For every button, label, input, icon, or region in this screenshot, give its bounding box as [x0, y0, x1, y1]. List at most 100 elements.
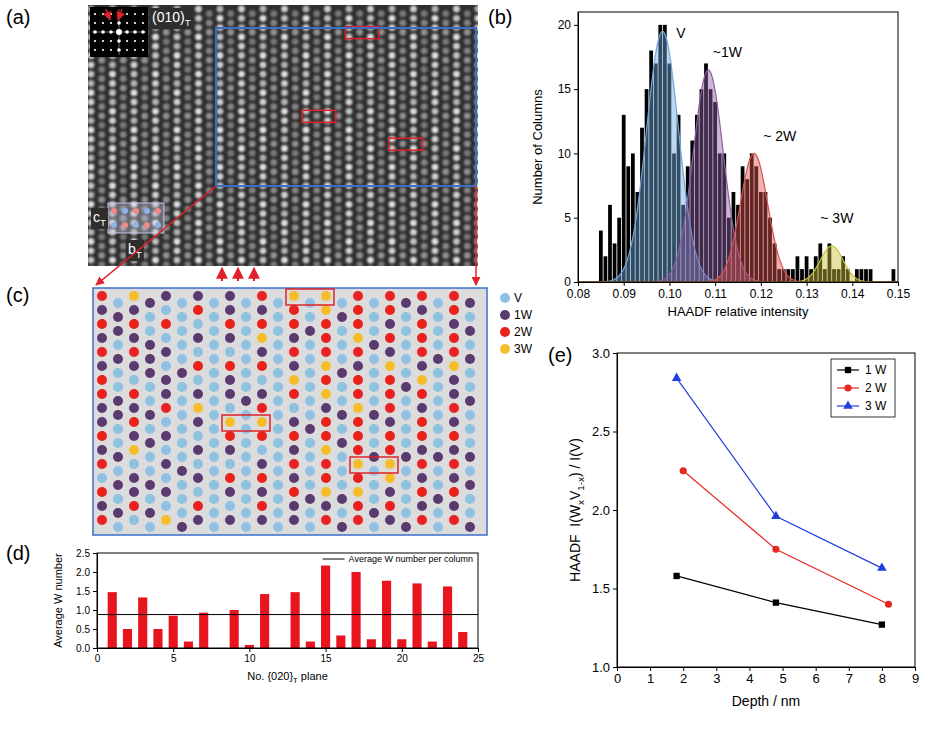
atom-spot — [313, 57, 320, 64]
bar — [458, 632, 467, 648]
x-axis-tick: 9 — [912, 667, 919, 686]
atom-column — [305, 312, 315, 322]
atom-spot — [313, 243, 320, 250]
atom-column — [465, 522, 475, 532]
atom-column — [417, 319, 427, 329]
atom-spot — [389, 108, 396, 115]
atom-spot — [249, 47, 256, 54]
atom-spot — [421, 131, 428, 138]
atom-column — [209, 312, 219, 322]
atom-spot — [335, 168, 342, 175]
tick-mark — [93, 648, 97, 649]
y-axis-tick: 2.5 — [76, 548, 97, 559]
atom-spot — [88, 89, 94, 96]
atom-spot — [453, 126, 460, 133]
atom-spot — [227, 243, 234, 250]
atom-spot — [324, 80, 331, 87]
fit-curve — [578, 31, 898, 282]
tick-label: 0.10 — [658, 287, 682, 301]
atom-spot — [432, 34, 439, 41]
atom-column — [145, 354, 155, 364]
atom-spot — [292, 243, 299, 250]
atom-spot — [378, 57, 385, 64]
atom-column — [385, 487, 395, 497]
y-title: Number of Columns — [530, 89, 545, 205]
atom-spot — [303, 257, 310, 264]
atom-spot — [206, 66, 213, 73]
atom-column — [177, 396, 187, 406]
atom-column — [337, 424, 347, 434]
tick-mark — [807, 282, 808, 286]
atom-spot — [152, 108, 159, 115]
atom-spot — [367, 192, 374, 199]
atom-spot — [442, 187, 449, 194]
atom-column — [417, 347, 427, 357]
atom-spot — [356, 252, 363, 259]
atom-spot — [313, 75, 320, 82]
legend-swatch — [500, 310, 510, 320]
atom-spot — [163, 122, 170, 129]
atom-spot — [141, 168, 148, 175]
atom-column — [209, 396, 219, 406]
atom-column — [433, 368, 443, 378]
atom-spot — [227, 47, 234, 54]
atom-spot — [324, 220, 331, 227]
y-axis-tick: 1.0 — [592, 660, 617, 675]
atom-spot — [217, 229, 224, 236]
atom-column — [97, 515, 107, 525]
atom-spot — [281, 238, 288, 245]
atom-column — [385, 291, 395, 301]
atom-spot — [88, 257, 94, 264]
atom-column — [273, 312, 283, 322]
atom-column — [465, 354, 475, 364]
atom-spot — [260, 173, 267, 180]
subscript: T — [100, 217, 106, 228]
atom-spot — [453, 154, 460, 161]
atom-spot — [88, 117, 94, 124]
atom-column — [145, 522, 155, 532]
text-part: No. {020} — [247, 670, 293, 682]
atom-column — [353, 445, 363, 455]
atom-spot — [270, 252, 277, 259]
atom-spot — [206, 233, 213, 240]
atom-column — [417, 403, 427, 413]
atom-column — [273, 326, 283, 336]
atom-spot — [367, 99, 374, 106]
atom-spot — [195, 154, 202, 161]
atom-spot — [270, 10, 277, 17]
legend-label: V — [514, 291, 522, 305]
atom-spot — [270, 122, 277, 129]
atom-spot — [109, 164, 116, 171]
atom-column — [305, 382, 315, 392]
fft-spot — [117, 48, 121, 52]
atom-spot — [367, 108, 374, 115]
histogram-bar — [604, 256, 608, 282]
atom-spot — [335, 233, 342, 240]
atom-column — [417, 431, 427, 441]
atom-column — [465, 494, 475, 504]
atom-spot — [378, 224, 385, 231]
atom-spot — [152, 71, 159, 78]
atom-spot — [206, 57, 213, 64]
atom-column — [465, 382, 475, 392]
atom-column — [129, 375, 139, 385]
x-axis-tick: 4 — [746, 667, 753, 686]
atom-spot — [410, 34, 417, 41]
atom-spot — [367, 61, 374, 68]
atom-spot — [141, 233, 148, 240]
atom-spot — [238, 257, 245, 264]
atom-spot — [324, 210, 331, 217]
atom-spot — [238, 136, 245, 143]
atom-spot — [399, 131, 406, 138]
atom-spot — [432, 108, 439, 115]
atom-spot — [475, 15, 478, 22]
atom-spot — [217, 52, 224, 59]
atom-spot — [335, 75, 342, 82]
atom-column — [209, 438, 219, 448]
legend-marker — [843, 400, 853, 408]
atom-spot — [356, 10, 363, 17]
atom-spot — [346, 52, 353, 59]
atom-column — [305, 438, 315, 448]
atom-spot — [292, 103, 299, 110]
atom-spot — [227, 38, 234, 45]
